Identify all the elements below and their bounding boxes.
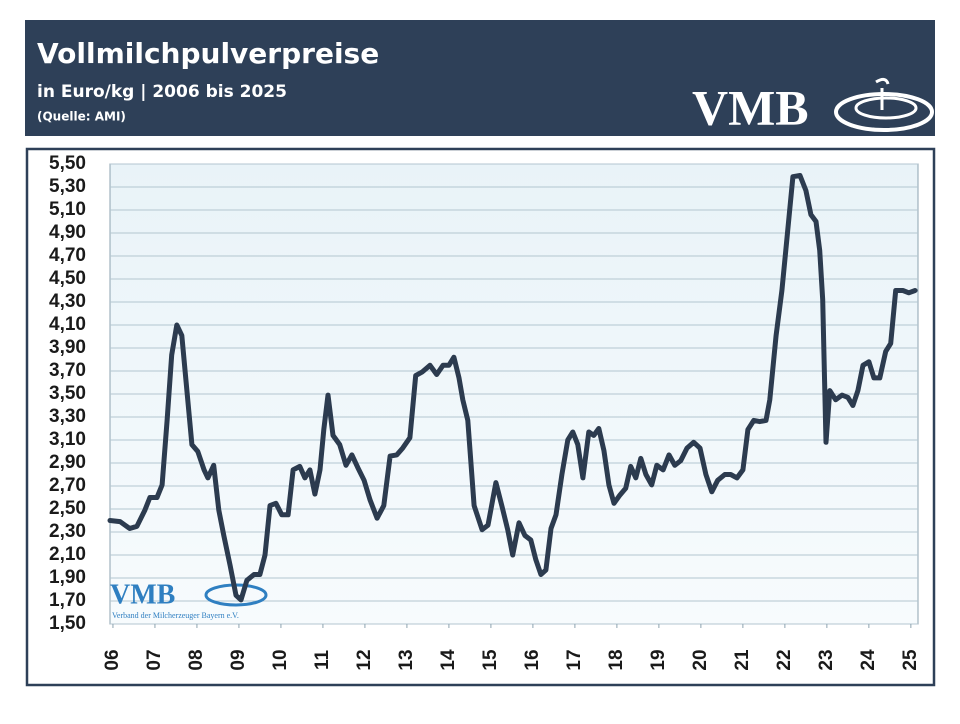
y-tick-label: 2,70 <box>49 475 86 496</box>
y-tick-label: 4,10 <box>49 314 86 335</box>
y-tick-label: 2,90 <box>49 452 86 473</box>
y-tick-label: 3,90 <box>49 337 86 358</box>
y-tick-label: 5,50 <box>49 153 86 174</box>
header-logo-icon <box>834 77 934 132</box>
y-tick-label: 1,90 <box>49 567 86 588</box>
source: (Quelle: AMI) <box>37 110 126 124</box>
x-tick-label: 20 <box>690 649 711 670</box>
x-tick-label: 06 <box>102 649 123 670</box>
y-tick-label: 3,10 <box>49 429 86 450</box>
x-tick-label: 16 <box>522 649 543 670</box>
x-tick-label: 12 <box>354 649 375 670</box>
x-tick-label: 17 <box>564 649 585 670</box>
chart-title: Vollmilchpulverpreise <box>37 37 379 70</box>
y-tick-label: 3,50 <box>49 383 86 404</box>
y-tick-label: 4,50 <box>49 268 86 289</box>
x-tick-label: 11 <box>312 650 333 671</box>
x-tick-label: 24 <box>858 649 879 671</box>
x-tick-label: 08 <box>186 649 207 670</box>
y-tick-label: 4,30 <box>49 291 86 312</box>
watermark-logo-text: VMB <box>110 579 175 610</box>
y-tick-label: 3,70 <box>49 360 86 381</box>
header-logo-text: VMB <box>692 79 809 135</box>
x-tick-label: 15 <box>480 649 501 671</box>
x-tick-label: 18 <box>606 649 627 670</box>
x-tick-label: 25 <box>900 649 921 671</box>
x-tick-label: 09 <box>228 649 249 670</box>
x-tick-label: 19 <box>648 649 669 670</box>
x-tick-label: 22 <box>774 649 795 670</box>
y-tick-label: 2,30 <box>49 521 86 542</box>
chart-subtitle: in Euro/kg | 2006 bis 2025 <box>37 82 287 102</box>
x-tick-label: 21 <box>732 649 753 671</box>
x-tick-label: 10 <box>270 649 291 670</box>
x-tick-label: 13 <box>396 649 417 670</box>
y-tick-label: 5,10 <box>49 199 86 220</box>
x-tick-label: 07 <box>144 649 165 670</box>
y-tick-label: 2,50 <box>49 498 86 519</box>
y-tick-label: 4,70 <box>49 245 86 266</box>
y-tick-label: 1,70 <box>49 590 86 611</box>
y-tick-label: 5,30 <box>49 176 86 197</box>
price-line <box>107 173 918 603</box>
x-tick-label: 23 <box>816 649 837 670</box>
watermark-caption: Verband der Milcherzeuger Bayern e.V. <box>112 611 239 620</box>
y-tick-label: 1,50 <box>49 613 86 634</box>
header-band <box>25 20 935 136</box>
x-tick-label: 14 <box>438 649 459 671</box>
y-tick-label: 2,10 <box>49 544 86 565</box>
y-tick-label: 3,30 <box>49 406 86 427</box>
y-tick-label: 4,90 <box>49 222 86 243</box>
